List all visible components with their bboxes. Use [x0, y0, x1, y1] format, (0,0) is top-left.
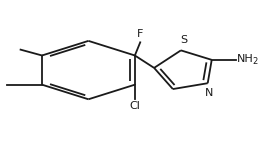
Text: NH: NH — [237, 54, 254, 64]
Text: Cl: Cl — [129, 101, 140, 111]
Text: F: F — [137, 29, 143, 39]
Text: S: S — [180, 35, 187, 45]
Text: 2: 2 — [253, 57, 258, 66]
Text: N: N — [205, 88, 213, 98]
